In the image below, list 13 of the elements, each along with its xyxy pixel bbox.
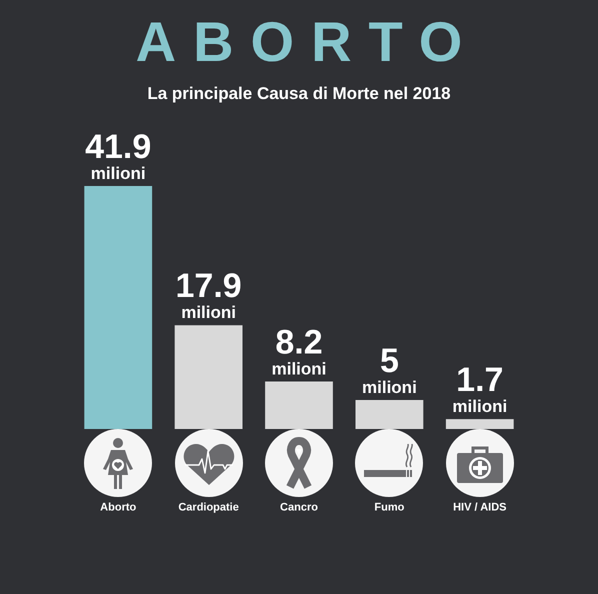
chart-subtitle: La principale Causa di Morte nel 2018 <box>146 84 452 104</box>
bar <box>446 419 514 429</box>
x-tick-label: Cancro <box>280 502 318 514</box>
x-tick-label: Fumo <box>374 502 405 514</box>
data-label: 8.2 milioni <box>272 323 326 378</box>
x-tick-label: Cardiopatie <box>178 502 239 514</box>
x-tick-label: Aborto <box>100 502 137 514</box>
data-label: 41.9 milioni <box>85 128 152 183</box>
x-tick-label: HIV / AIDS <box>453 502 506 514</box>
data-label: 17.9 milioni <box>176 267 242 322</box>
data-label: 5 milioni <box>362 342 417 397</box>
data-label: 1.7 milioni <box>452 361 508 416</box>
chart-title: ABORTO <box>134 10 480 73</box>
